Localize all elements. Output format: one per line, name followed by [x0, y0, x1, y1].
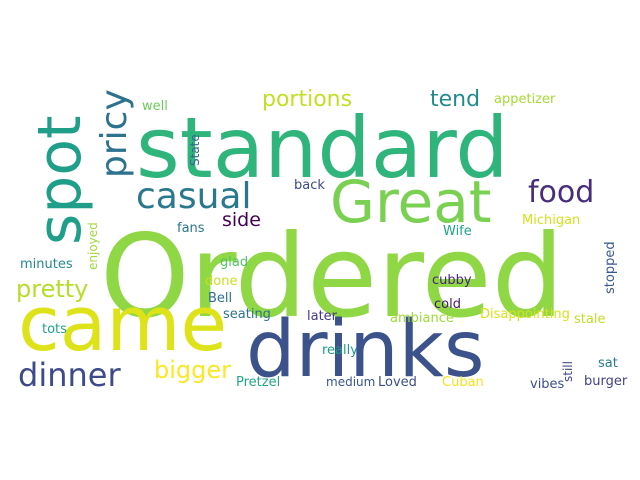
word-stopped: stopped: [603, 241, 618, 294]
word-standard: standard: [136, 99, 509, 197]
word-bigger: bigger: [154, 356, 231, 384]
word-later: later: [307, 309, 338, 324]
word-bell: Bell: [208, 291, 232, 306]
word-appetizer: appetizer: [494, 92, 556, 107]
word-sat: sat: [598, 356, 618, 371]
word-well: well: [142, 99, 168, 114]
word-really: really: [322, 343, 358, 358]
word-spot: spot: [25, 115, 95, 245]
word-side: side: [222, 209, 261, 231]
word-still: still: [561, 361, 575, 382]
word-dinner: dinner: [18, 356, 121, 394]
word-vibes: vibes: [530, 377, 565, 392]
word-michigan: Michigan: [522, 213, 580, 228]
word-great: Great: [330, 168, 491, 236]
word-back: back: [294, 178, 325, 193]
word-burger: burger: [584, 374, 628, 389]
word-pricy: pricy: [94, 89, 135, 178]
word-enjoyed: enjoyed: [86, 222, 100, 270]
word-ambiance: ambiance: [390, 311, 454, 326]
word-tend: tend: [430, 87, 480, 112]
word-state: State: [188, 134, 202, 166]
word-done: done: [205, 274, 237, 289]
word-tots: tots: [42, 322, 67, 337]
word-fans: fans: [177, 221, 205, 236]
word-disappointing: Disappointing: [480, 307, 570, 322]
word-glad: glad: [220, 255, 248, 270]
word-cold: cold: [434, 297, 461, 312]
word-drinks: drinks: [246, 305, 485, 395]
word-cubby: cubby: [432, 273, 472, 288]
word-minutes: minutes: [20, 257, 73, 272]
word-wife: Wife: [443, 224, 472, 239]
word-food: food: [528, 175, 594, 210]
word-seating: seating: [223, 307, 271, 322]
word-casual: casual: [136, 176, 252, 217]
word-pretty: pretty: [16, 275, 88, 303]
word-ordered: Ordered: [100, 210, 564, 343]
word-loved: Loved: [378, 375, 417, 390]
word-portions: portions: [262, 87, 352, 112]
word-stale: stale: [574, 312, 605, 327]
word-cuban: Cuban: [442, 375, 484, 390]
word-medium: medium: [326, 375, 375, 389]
word-pretzel: Pretzel: [236, 375, 280, 390]
word-came: came: [18, 279, 227, 368]
